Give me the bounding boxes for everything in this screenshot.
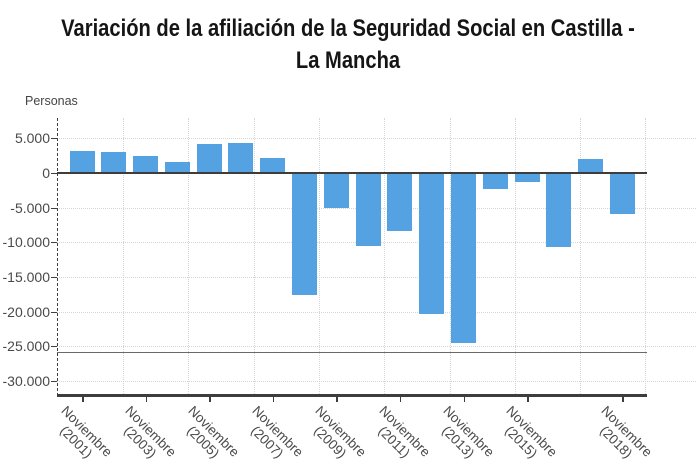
bar-2014[interactable] xyxy=(482,174,508,189)
x-tick-label-2009: Noviembre (2009) xyxy=(302,403,369,469)
bar-2002[interactable] xyxy=(101,152,127,172)
bar-2006[interactable] xyxy=(228,143,254,172)
y-axis-tick xyxy=(51,346,57,348)
x-tick-label-2011: Noviembre (2011) xyxy=(366,403,433,469)
v-gridline xyxy=(188,118,190,396)
y-axis-label: -15.000 xyxy=(2,269,50,285)
y-axis-unit-label: Personas xyxy=(25,94,78,108)
v-gridline xyxy=(384,118,386,396)
chart-title-line2: La Mancha xyxy=(295,47,401,74)
x-tick-label-2005: Noviembre (2005) xyxy=(175,403,242,469)
x-axis-tick xyxy=(622,397,624,402)
x-axis-line xyxy=(57,394,647,398)
v-gridline xyxy=(514,118,516,396)
h-gridline xyxy=(57,138,696,140)
y-axis-tick xyxy=(51,173,57,174)
y-axis-tick xyxy=(51,242,57,244)
x-tick-label-2003: Noviembre (2003) xyxy=(111,403,179,469)
bar-2004[interactable] xyxy=(164,161,190,172)
bar-2015[interactable] xyxy=(514,174,540,182)
y-axis-label: -5.000 xyxy=(10,199,50,216)
v-gridline xyxy=(253,118,255,396)
x-tick-label-2015: Noviembre (2015) xyxy=(493,403,560,469)
bar-2009[interactable] xyxy=(323,174,349,209)
x-axis-tick xyxy=(336,397,338,402)
x-axis-tick xyxy=(399,397,402,402)
y-axis-tick xyxy=(51,207,57,209)
bar-2016[interactable] xyxy=(546,174,572,248)
h-gridline xyxy=(57,346,696,348)
bar-2008[interactable] xyxy=(292,174,317,295)
v-gridline xyxy=(645,118,647,396)
chart-title: Variación de la afiliación de la Segurid… xyxy=(56,13,641,77)
chart-title-line1: Variación de la afiliación de la Segurid… xyxy=(61,15,635,42)
bar-2013[interactable] xyxy=(451,174,476,343)
bar-2012[interactable] xyxy=(419,174,445,315)
y-axis-label: -30.000 xyxy=(2,373,50,389)
y-axis-label: -20.000 xyxy=(2,303,50,320)
y-axis-label: -25.000 xyxy=(2,338,50,355)
x-axis-tick xyxy=(209,397,211,402)
y-axis-label: 0 xyxy=(42,165,50,181)
x-axis-tick xyxy=(145,397,148,402)
bar-2007[interactable] xyxy=(260,157,286,172)
x-tick-label-2018: Noviembre (2018) xyxy=(588,403,655,469)
x-tick-label-2013: Noviembre (2013) xyxy=(429,403,497,469)
x-axis-tick xyxy=(527,397,529,402)
y-axis-label: -10.000 xyxy=(2,234,50,251)
bar-2017[interactable] xyxy=(578,159,604,172)
v-gridline xyxy=(318,118,320,396)
x-axis-tick xyxy=(272,397,275,402)
y-axis-tick xyxy=(51,138,57,140)
bar-2010[interactable] xyxy=(355,174,381,246)
y-axis-tick xyxy=(51,277,57,278)
y-axis-tick xyxy=(51,311,57,313)
h-gridline xyxy=(57,277,696,278)
h-gridline xyxy=(57,381,696,382)
v-gridline xyxy=(449,118,451,396)
x-axis-tick xyxy=(82,397,84,402)
bar-2003[interactable] xyxy=(133,155,159,172)
bar-2005[interactable] xyxy=(196,143,222,172)
reference-line xyxy=(57,351,647,354)
v-gridline xyxy=(123,118,124,396)
y-axis-line xyxy=(57,118,58,396)
x-tick-label-2007: Noviembre (2007) xyxy=(238,403,306,469)
y-axis-label: 5.000 xyxy=(14,130,50,147)
bar-2011[interactable] xyxy=(387,174,413,232)
y-axis-tick xyxy=(51,381,57,382)
x-tick-label-2001: Noviembre (2001) xyxy=(48,403,115,469)
bar-2018[interactable] xyxy=(609,174,635,214)
h-gridline xyxy=(57,311,696,313)
zero-line xyxy=(57,171,647,175)
x-axis-tick xyxy=(463,397,465,402)
v-gridline xyxy=(580,118,582,396)
bar-2001[interactable] xyxy=(69,150,95,172)
